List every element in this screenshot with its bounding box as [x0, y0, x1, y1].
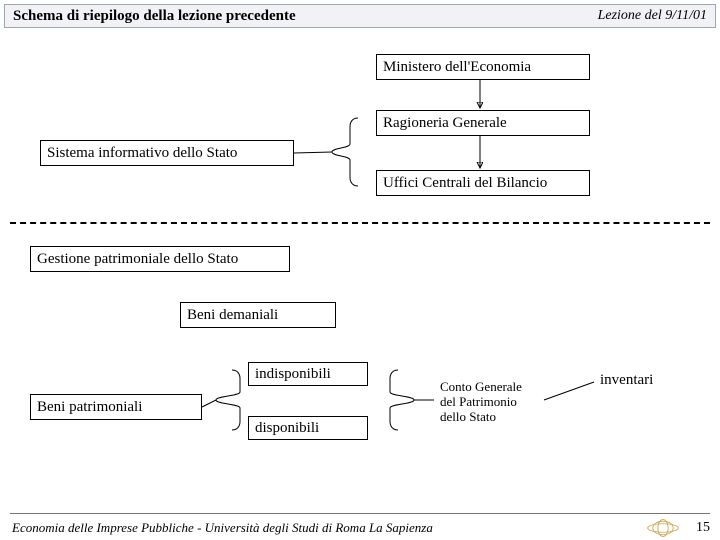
box-ministero: Ministero dell'Economia [376, 54, 590, 80]
text-uffici: Uffici Centrali del Bilancio [383, 175, 547, 192]
text-gestione: Gestione patrimoniale dello Stato [37, 251, 238, 268]
text-indisponibili: indisponibili [255, 366, 331, 383]
label-inventari: inventari [600, 372, 653, 389]
text-sistema: Sistema informativo dello Stato [47, 145, 237, 162]
text-conto1: Conto Generale [440, 379, 522, 394]
page-number: 15 [696, 520, 710, 536]
box-ragioneria: Ragioneria Generale [376, 110, 590, 136]
text-conto3: dello Stato [440, 409, 496, 424]
logo-icon [646, 518, 680, 538]
text-demaniali: Beni demaniali [187, 307, 278, 324]
section-divider [10, 222, 710, 224]
box-demaniali: Beni demaniali [180, 302, 336, 328]
box-indisponibili: indisponibili [248, 362, 368, 386]
header-bar: Schema di riepilogo della lezione preced… [4, 4, 716, 28]
box-gestione: Gestione patrimoniale dello Stato [30, 246, 290, 272]
box-uffici: Uffici Centrali del Bilancio [376, 170, 590, 196]
text-ragioneria: Ragioneria Generale [383, 115, 507, 132]
box-disponibili: disponibili [248, 416, 368, 440]
header-date: Lezione del 9/11/01 [598, 8, 707, 24]
text-disponibili: disponibili [255, 420, 319, 437]
text-inventari: inventari [600, 372, 653, 388]
footer-text: Economia delle Imprese Pubbliche - Unive… [12, 520, 433, 536]
box-patrimoniali: Beni patrimoniali [30, 394, 202, 420]
footer-rule [10, 513, 710, 514]
header-title: Schema di riepilogo della lezione preced… [13, 8, 296, 25]
text-conto2: del Patrimonio [440, 394, 517, 409]
label-conto: Conto Generale del Patrimonio dello Stat… [440, 380, 522, 425]
box-sistema: Sistema informativo dello Stato [40, 140, 294, 166]
text-ministero: Ministero dell'Economia [383, 59, 531, 76]
text-patrimoniali: Beni patrimoniali [37, 399, 142, 416]
